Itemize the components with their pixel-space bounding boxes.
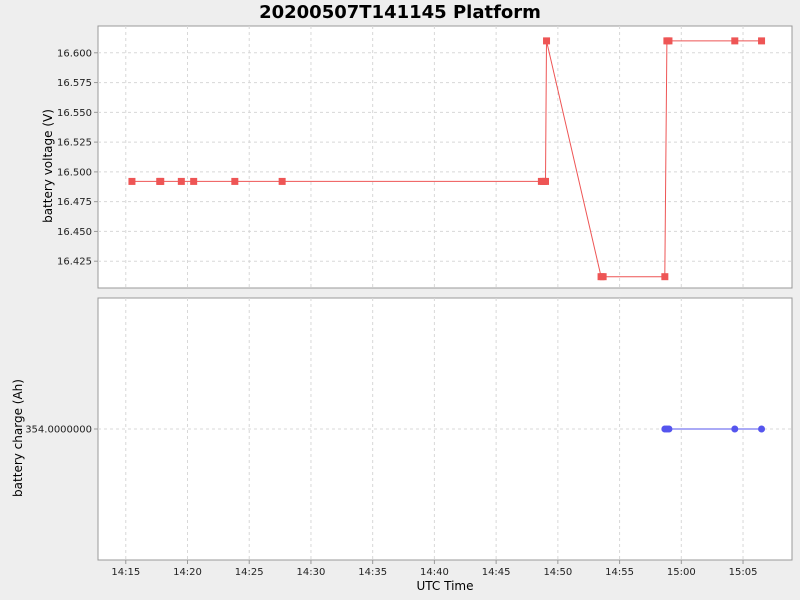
x-tick-label: 14:30: [297, 567, 326, 578]
x-tick-label: 15:00: [667, 567, 696, 578]
charge-y-axis: 354.0000000: [25, 425, 98, 436]
voltage-y-axis-label: battery voltage (V): [41, 109, 55, 223]
x-tick-label: 14:25: [235, 567, 264, 578]
voltage-y-tick-label: 16.450: [57, 227, 92, 238]
voltage-data-point: [599, 273, 607, 281]
charge-panel: 354.0000000 battery charge (Ah): [11, 297, 793, 561]
x-tick-label: 14:15: [111, 567, 140, 578]
voltage-data-point: [177, 177, 185, 185]
voltage-data-point: [758, 37, 766, 45]
voltage-data-point: [661, 273, 669, 281]
voltage-y-tick-label: 16.525: [57, 138, 92, 149]
x-axis-label: UTC Time: [417, 579, 474, 593]
voltage-y-tick-label: 16.575: [57, 78, 92, 89]
charge-series-markers: [661, 425, 766, 433]
voltage-data-point: [731, 37, 739, 45]
x-tick-label: 14:45: [482, 567, 511, 578]
charge-data-point: [731, 425, 739, 433]
voltage-y-tick-label: 16.425: [57, 257, 92, 268]
x-axis: 14:15 14:20 14:25 14:30 14:35 14:40 14:45 14:50…: [111, 560, 757, 578]
chart-title: 20200507T141145 Platform: [259, 2, 541, 23]
x-tick-label: 14:55: [605, 567, 634, 578]
voltage-data-point: [542, 177, 550, 185]
voltage-gridlines: [98, 26, 792, 288]
voltage-panel: 16.425 16.450 16.475 16.500 16.525 16.550 16.5…: [41, 25, 793, 289]
charge-y-axis-label: battery charge (Ah): [11, 379, 25, 497]
charge-y-tick-label: 354.0000000: [25, 425, 92, 436]
voltage-data-point: [128, 177, 136, 185]
voltage-y-axis: 16.425 16.450 16.475 16.500 16.525 16.550 16.5…: [57, 48, 98, 268]
voltage-y-tick-label: 16.500: [57, 167, 92, 178]
charge-data-point: [758, 425, 766, 433]
x-tick-label: 14:20: [173, 567, 202, 578]
voltage-data-point: [157, 177, 165, 185]
voltage-data-point: [278, 177, 286, 185]
x-tick-label: 15:05: [729, 567, 758, 578]
voltage-y-tick-label: 16.550: [57, 108, 92, 119]
voltage-y-tick-label: 16.475: [57, 197, 92, 208]
x-tick-label: 14:35: [358, 567, 387, 578]
voltage-plot-area: [97, 25, 793, 289]
voltage-data-point: [231, 177, 239, 185]
voltage-data-point: [543, 37, 551, 45]
voltage-data-point: [190, 177, 198, 185]
x-tick-label: 14:50: [543, 567, 572, 578]
charge-data-point: [665, 425, 673, 433]
voltage-data-point: [665, 37, 673, 45]
x-tick-label: 14:40: [420, 567, 449, 578]
voltage-y-tick-label: 16.600: [57, 48, 92, 59]
voltage-series-markers: [128, 37, 766, 281]
